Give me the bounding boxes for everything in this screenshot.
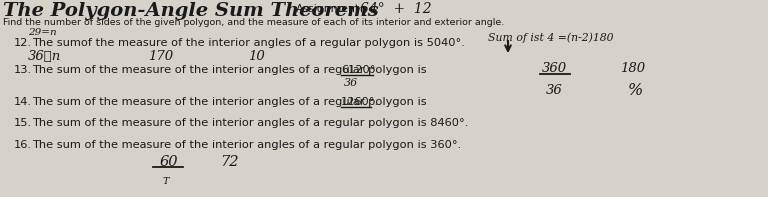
Text: The sum of the measure of the interior angles of a regular polygon is: The sum of the measure of the interior a… bbox=[32, 65, 430, 75]
Text: 60: 60 bbox=[160, 155, 178, 169]
Text: 36≅n: 36≅n bbox=[28, 50, 61, 63]
Text: 72: 72 bbox=[220, 155, 239, 169]
Text: 1260°.: 1260°. bbox=[341, 97, 379, 107]
Text: 36: 36 bbox=[546, 84, 563, 97]
Text: 29=n: 29=n bbox=[28, 28, 57, 37]
Text: The sum of the measure of the interior angles of a regular polygon is 360°.: The sum of the measure of the interior a… bbox=[32, 140, 462, 150]
Text: 36: 36 bbox=[344, 78, 358, 88]
Text: Assignment: Assignment bbox=[296, 4, 360, 14]
Text: 64°  +  12: 64° + 12 bbox=[360, 2, 432, 16]
Text: The sum​of the measure of the interior angles of a regular polygon is 5040°.: The sum​of the measure of the interior a… bbox=[32, 38, 465, 48]
Text: Find the number of sides of the given polygon, and the measure of each of its in: Find the number of sides of the given po… bbox=[3, 18, 505, 27]
Text: 12.: 12. bbox=[14, 38, 32, 48]
Text: 170: 170 bbox=[148, 50, 173, 63]
Text: 10: 10 bbox=[248, 50, 265, 63]
Text: The sum of the measure of the interior angles of a regular polygon is: The sum of the measure of the interior a… bbox=[32, 97, 430, 107]
Text: 360: 360 bbox=[542, 62, 567, 75]
Text: T: T bbox=[163, 177, 170, 186]
Text: 16.: 16. bbox=[14, 140, 32, 150]
Text: The sum of the measure of the interior angles of a regular polygon is 8460°.: The sum of the measure of the interior a… bbox=[32, 118, 468, 128]
Text: 180: 180 bbox=[620, 62, 645, 75]
Text: 15.: 15. bbox=[14, 118, 32, 128]
Text: %: % bbox=[628, 82, 644, 99]
Text: 6120°: 6120° bbox=[341, 65, 376, 75]
Text: 14.: 14. bbox=[14, 97, 32, 107]
Text: 13.: 13. bbox=[14, 65, 32, 75]
Text: The Polygon-Angle Sum Theorems: The Polygon-Angle Sum Theorems bbox=[3, 2, 379, 20]
Text: Sum of ist 4 =(n-2)180: Sum of ist 4 =(n-2)180 bbox=[488, 32, 614, 43]
